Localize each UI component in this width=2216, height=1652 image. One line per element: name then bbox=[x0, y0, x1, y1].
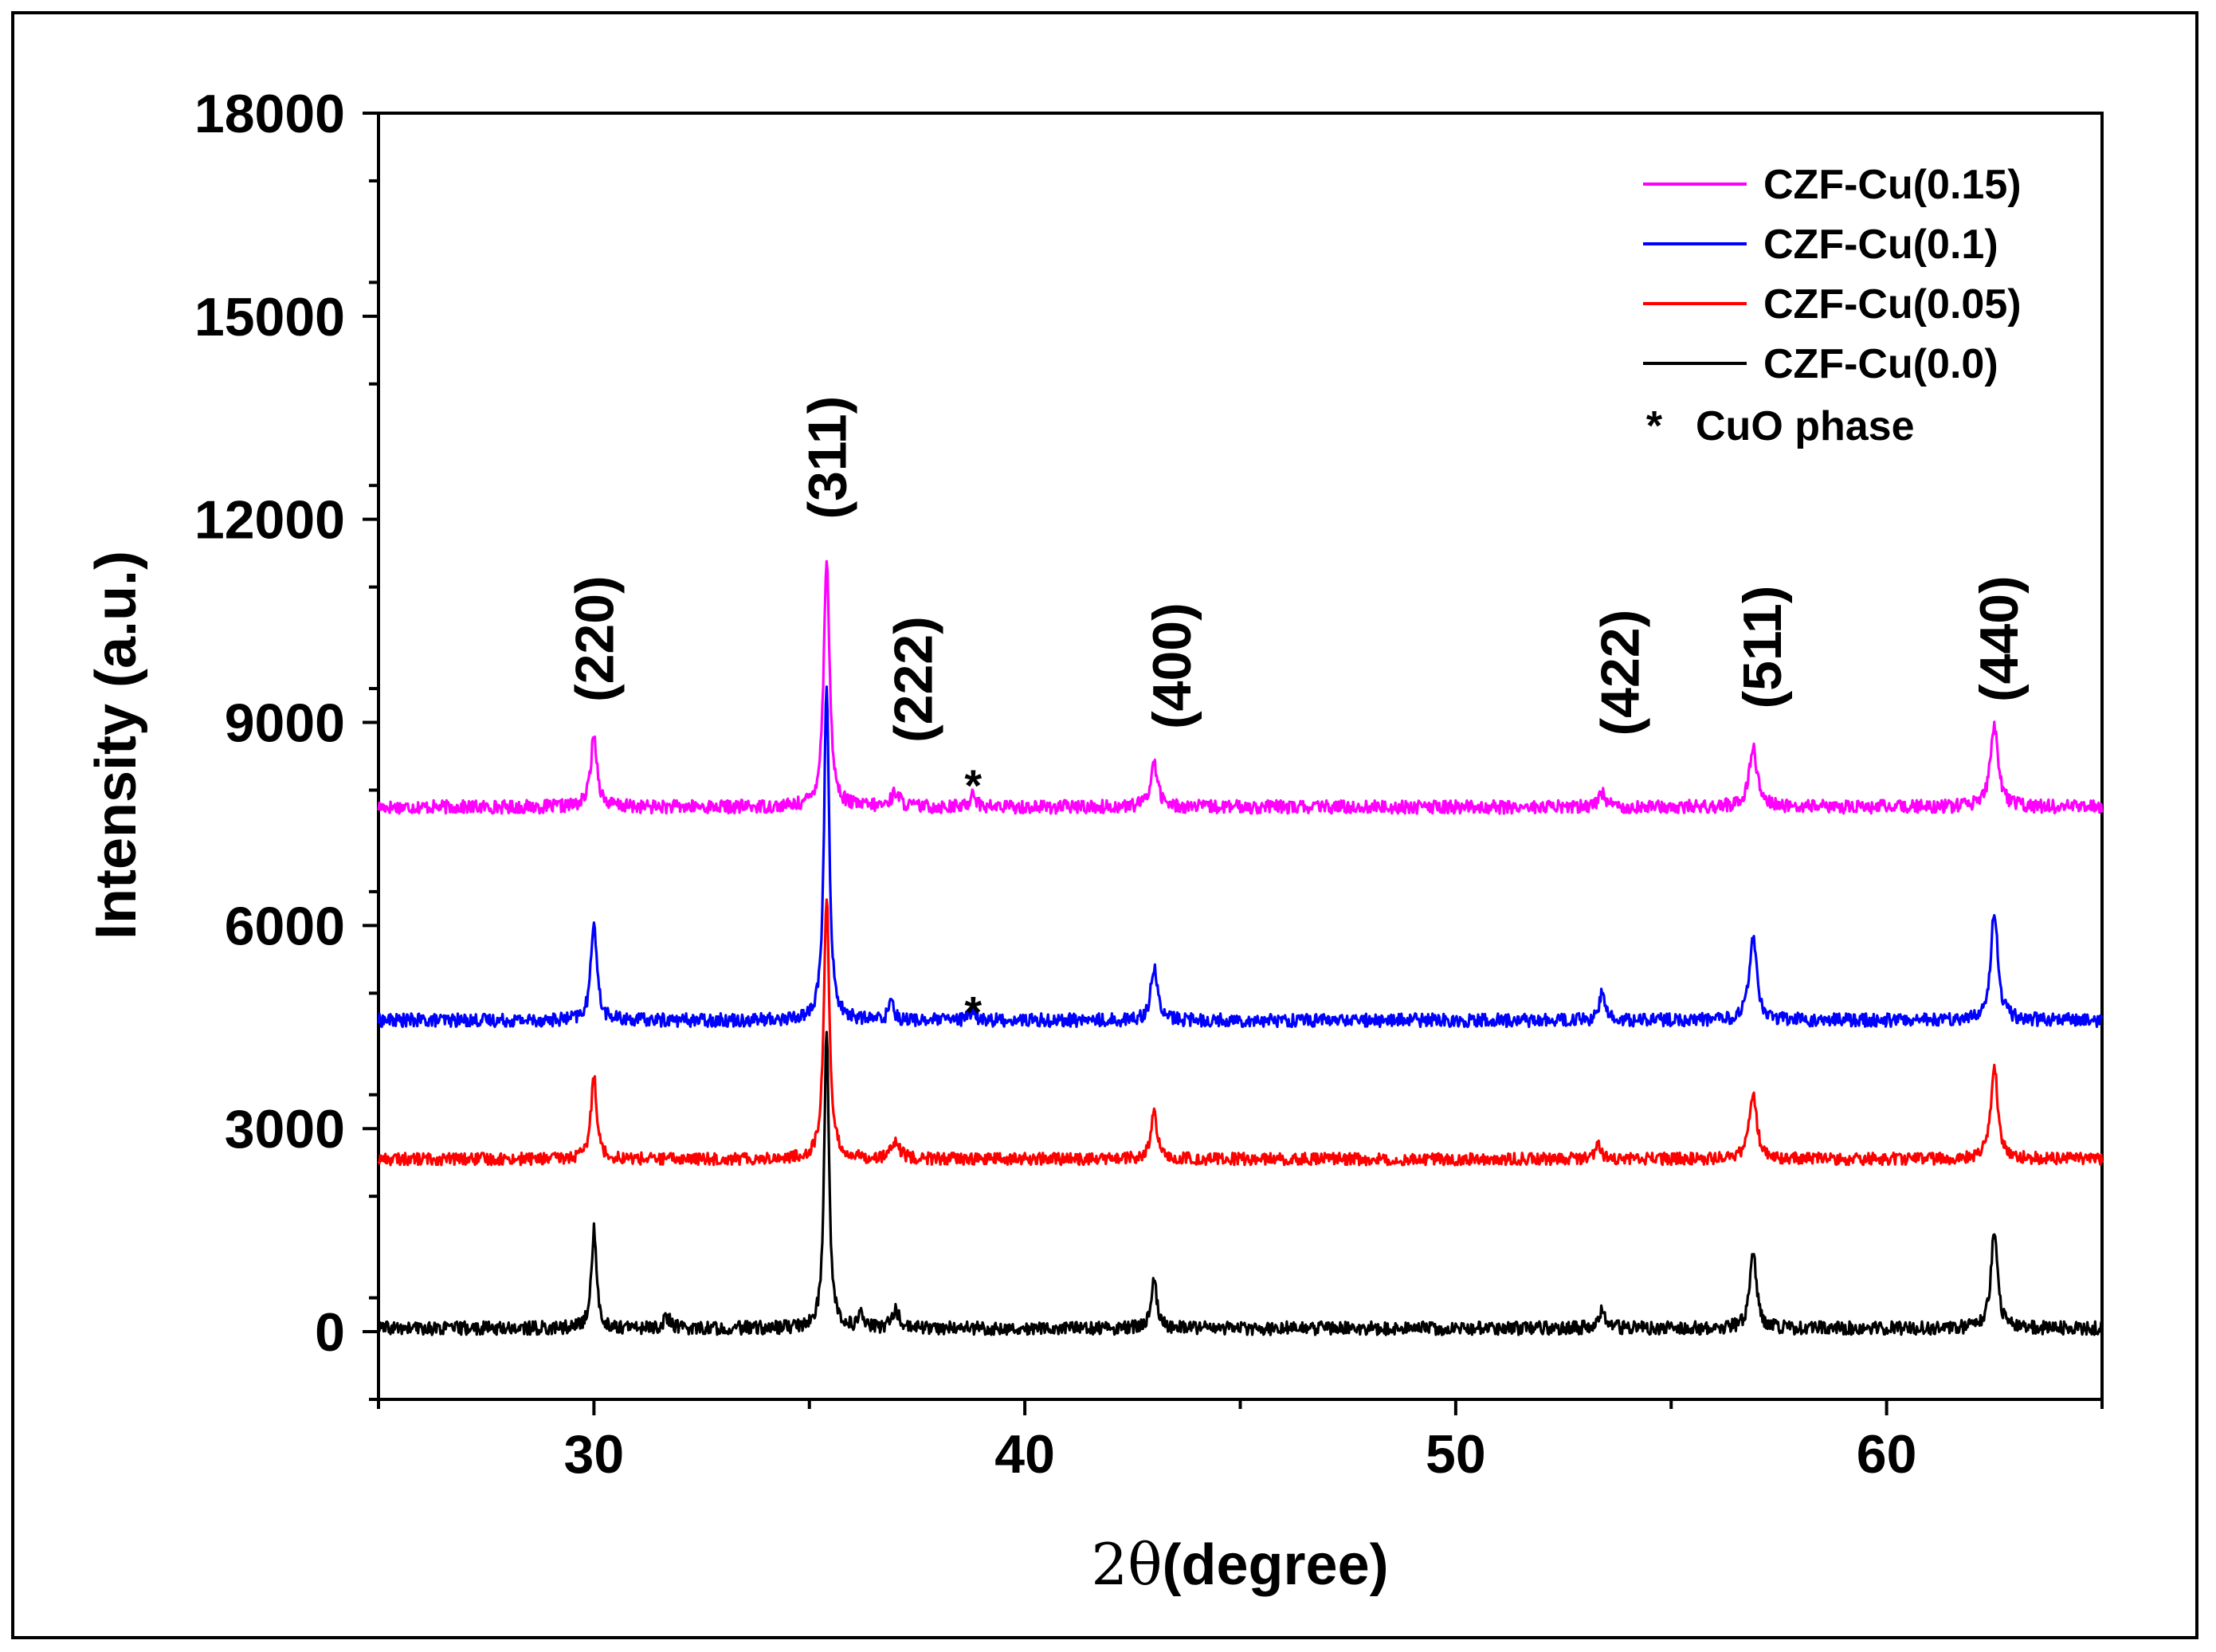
peak-label-400: (400) bbox=[1142, 602, 1202, 729]
peak-label-222: (222) bbox=[884, 616, 944, 743]
legend-label: CZF-Cu(0.15) bbox=[1763, 162, 2022, 208]
cuo-peak-marker: * bbox=[964, 987, 982, 1038]
legend-label: CZF-Cu(0.1) bbox=[1763, 222, 1998, 268]
y-tick-label: 9000 bbox=[225, 693, 345, 754]
peak-label-220: (220) bbox=[564, 575, 625, 702]
series-layer bbox=[377, 559, 2104, 1336]
series-line-czf-cu-0-0 bbox=[377, 1030, 2104, 1336]
annotation-layer: (220) (311) (222) (400) (422) (511) (440) * * bbox=[564, 396, 2030, 1038]
y-tick-label: 6000 bbox=[225, 896, 345, 956]
x-axis-title-theta: 2θ bbox=[1091, 1531, 1162, 1598]
y-tick-label: 15000 bbox=[194, 287, 345, 347]
series-line-czf-cu-0-05 bbox=[377, 898, 2104, 1167]
axis-layer: 30 40 50 60 0 3000 6000 9000 12000 15000 18000 bbox=[194, 84, 2104, 1485]
series-line-czf-cu-0-1 bbox=[377, 685, 2104, 1029]
legend-label: CZF-Cu(0.05) bbox=[1763, 281, 2022, 328]
legend-cuo-label: CuO phase bbox=[1696, 403, 1915, 449]
y-tick-label: 12000 bbox=[194, 490, 345, 551]
y-tick-label: 3000 bbox=[225, 1099, 345, 1160]
peak-label-511: (511) bbox=[1732, 586, 1793, 709]
peak-label-440: (440) bbox=[1969, 575, 2030, 702]
x-axis-title: 2θ(degree) bbox=[1091, 1531, 1388, 1598]
peak-label-422: (422) bbox=[1590, 610, 1650, 736]
y-tick-label: 0 bbox=[315, 1302, 345, 1363]
series-line-czf-cu-0-15 bbox=[377, 559, 2104, 815]
legend-cuo-symbol: * bbox=[1646, 403, 1663, 449]
legend: CZF-Cu(0.15) CZF-Cu(0.1) CZF-Cu(0.05) CZF-C… bbox=[1643, 162, 2022, 449]
y-axis-title: Intensity (a.u.) bbox=[84, 551, 148, 940]
legend-label: CZF-Cu(0.0) bbox=[1763, 341, 1998, 387]
cuo-peak-marker: * bbox=[964, 760, 982, 810]
y-tick-label: 18000 bbox=[194, 84, 345, 144]
x-tick-label: 40 bbox=[994, 1424, 1055, 1485]
x-tick-label: 30 bbox=[564, 1424, 625, 1485]
x-axis-title-degree: (degree) bbox=[1163, 1533, 1389, 1597]
peak-label-311: (311) bbox=[797, 396, 857, 520]
x-tick-label: 60 bbox=[1857, 1424, 1917, 1485]
x-tick-label: 50 bbox=[1426, 1424, 1486, 1485]
